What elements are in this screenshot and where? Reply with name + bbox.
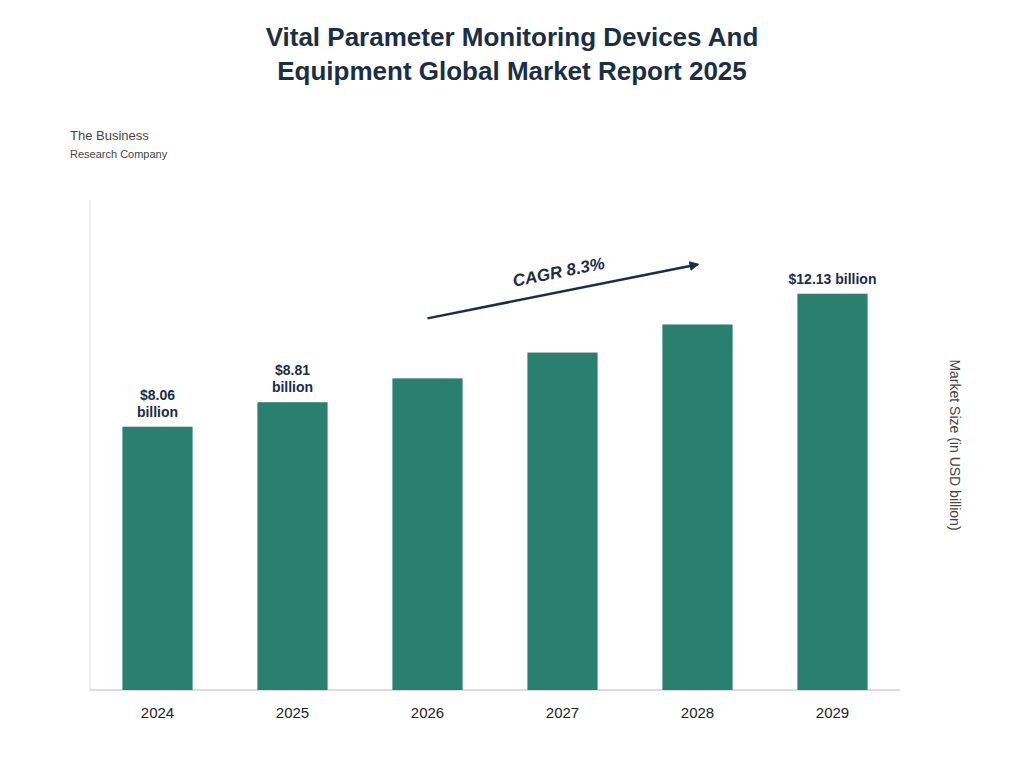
bar xyxy=(392,378,462,690)
brand-text: The Business xyxy=(70,128,149,143)
data-label: $12.13 billion xyxy=(789,271,877,287)
text-line: Vital Parameter Monitoring Devices And xyxy=(266,22,759,52)
text-line: $8.06 xyxy=(140,387,175,403)
text-line: billion xyxy=(137,404,178,420)
bar xyxy=(527,353,597,690)
x-tick-label: 2026 xyxy=(411,704,444,721)
text-line: Equipment Global Market Report 2025 xyxy=(277,56,747,86)
bar xyxy=(797,294,867,690)
brand-text: Research Company xyxy=(70,148,168,160)
chart: Vital Parameter Monitoring Devices And Eq… xyxy=(0,0,1024,768)
x-tick-label: 2027 xyxy=(546,704,579,721)
x-tick-label: 2024 xyxy=(141,704,174,721)
bars xyxy=(122,294,867,690)
data-label: $8.81billion xyxy=(272,362,313,395)
x-tick-label: 2028 xyxy=(681,704,714,721)
y-axis-label: Market Size (in USD billion) xyxy=(947,359,963,530)
bar xyxy=(122,427,192,690)
x-tick-label: 2029 xyxy=(816,704,849,721)
bar xyxy=(662,324,732,690)
cagr-label: CAGR 8.3% xyxy=(511,254,606,291)
text-line: billion xyxy=(272,379,313,395)
bar xyxy=(257,402,327,690)
x-tick-label: 2025 xyxy=(276,704,309,721)
text-line: $12.13 billion xyxy=(789,271,877,287)
data-label: $8.06billion xyxy=(137,387,178,420)
x-axis-line xyxy=(90,690,900,691)
y-axis-line xyxy=(90,200,91,690)
text-line: $8.81 xyxy=(275,362,310,378)
title: Vital Parameter Monitoring Devices And Eq… xyxy=(266,22,759,86)
